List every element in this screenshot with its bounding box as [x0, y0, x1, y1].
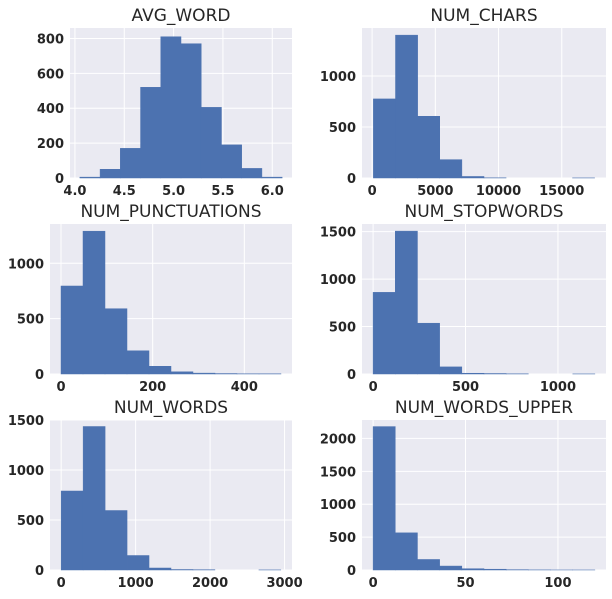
- histogram-bar: [417, 116, 441, 179]
- panel-title: NUM_WORDS: [114, 398, 228, 418]
- y-tick-label: 0: [35, 564, 44, 579]
- y-tick-label: 1000: [8, 464, 44, 479]
- x-tick-label: 500: [452, 380, 479, 395]
- histogram-bar: [417, 322, 440, 375]
- histogram-bar: [461, 176, 485, 179]
- x-tick-label: 10000: [476, 184, 521, 199]
- histogram-bar: [395, 532, 418, 571]
- histogram-bar: [373, 98, 396, 179]
- y-tick-label: 200: [37, 137, 64, 152]
- x-tick-label: 50: [456, 576, 474, 591]
- x-tick-label: 3000: [266, 576, 302, 591]
- histogram-bar: [439, 565, 463, 571]
- y-tick-label: 500: [329, 531, 356, 546]
- x-tick-label: 5000: [417, 184, 453, 199]
- x-tick-label: 6.0: [261, 184, 284, 199]
- y-tick-label: 1500: [320, 465, 356, 480]
- x-tick-label: 0: [368, 184, 377, 199]
- x-tick-label: 1000: [118, 576, 154, 591]
- y-tick-label: 500: [17, 313, 44, 328]
- histogram-bar: [160, 36, 182, 179]
- histogram-bar: [180, 43, 202, 179]
- histogram-bar: [82, 426, 106, 571]
- y-tick-label: 1000: [8, 257, 44, 272]
- histogram-bar: [261, 176, 283, 179]
- y-tick-label: 1000: [320, 70, 356, 85]
- histogram-bar: [461, 372, 485, 375]
- histogram-bar: [192, 372, 216, 375]
- histogram-bar: [140, 87, 162, 179]
- x-tick-label: 200: [139, 380, 166, 395]
- histogram-bar: [395, 230, 418, 375]
- histogram-bar: [461, 568, 485, 571]
- y-tick-label: 1500: [320, 226, 356, 241]
- histogram-panel: NUM_STOPWORDS 0 500 1000 0 500 1000 1500: [320, 202, 606, 395]
- histogram-bar: [417, 559, 440, 571]
- histogram-bar: [439, 366, 463, 375]
- y-tick-label: 500: [329, 121, 356, 136]
- x-tick-label: 0: [369, 380, 378, 395]
- histogram-bar: [79, 176, 101, 179]
- x-tick-label: 0: [57, 576, 66, 591]
- histogram-bar: [483, 568, 507, 571]
- panel-title: NUM_STOPWORDS: [404, 202, 563, 222]
- histogram-bar: [148, 366, 172, 375]
- histogram-bar: [200, 107, 222, 179]
- y-tick-label: 600: [37, 67, 64, 82]
- histogram-bar: [99, 169, 121, 179]
- x-tick-label: 5.0: [162, 184, 185, 199]
- y-tick-label: 0: [347, 172, 356, 187]
- x-tick-label: 4.5: [113, 184, 136, 199]
- y-tick-label: 1000: [320, 273, 356, 288]
- histogram-bar: [82, 230, 106, 375]
- histogram-panel: NUM_CHARS 0 5000 10000 15000 0 500 1000: [320, 6, 606, 199]
- x-tick-label: 100: [544, 576, 571, 591]
- y-tick-label: 800: [37, 32, 64, 47]
- histogram-bar: [120, 148, 141, 179]
- histogram-bar: [372, 292, 396, 375]
- histogram-bar: [104, 308, 128, 375]
- y-tick-label: 500: [329, 321, 356, 336]
- histogram-bar: [372, 426, 396, 571]
- y-tick-label: 1500: [8, 414, 44, 429]
- panel-title: AVG_WORD: [132, 6, 231, 26]
- histogram-bar: [60, 490, 84, 571]
- histogram-bar: [439, 159, 463, 179]
- histogram-bar: [148, 567, 172, 571]
- histogram-bar: [126, 555, 150, 571]
- y-tick-label: 2000: [320, 432, 356, 447]
- y-tick-label: 0: [35, 368, 44, 383]
- histogram-bar: [104, 510, 128, 571]
- histogram-bar: [170, 371, 194, 375]
- y-tick-label: 1000: [320, 498, 356, 513]
- y-tick-label: 0: [55, 172, 64, 187]
- x-tick-label: 0: [369, 576, 378, 591]
- x-tick-label: 1000: [540, 380, 576, 395]
- histogram-bar: [60, 285, 84, 375]
- x-tick-label: 5.5: [211, 184, 234, 199]
- histogram-bar: [126, 350, 150, 375]
- histogram-panel: AVG_WORD 4.0 4.5 5.0 5.5 6.0 0 200 400 600 800: [37, 6, 292, 199]
- x-tick-label: 2000: [192, 576, 228, 591]
- x-tick-label: 4.0: [63, 184, 86, 199]
- x-tick-label: 15000: [539, 184, 584, 199]
- panel-title: NUM_CHARS: [430, 6, 537, 26]
- panel-title: NUM_PUNCTUATIONS: [80, 202, 261, 222]
- histogram-panel: NUM_WORDS 0 1000 2000 3000 0 500 1000 1500: [8, 398, 303, 591]
- histogram-panel: NUM_PUNCTUATIONS 0 200 400 0 500 1000: [8, 202, 292, 395]
- x-tick-label: 0: [56, 380, 65, 395]
- y-tick-label: 500: [17, 514, 44, 529]
- x-tick-label: 400: [231, 380, 258, 395]
- y-tick-label: 400: [37, 102, 64, 117]
- y-tick-label: 0: [347, 564, 356, 579]
- panel-title: NUM_WORDS_UPPER: [395, 398, 573, 418]
- histogram-bar: [241, 168, 263, 179]
- histogram-bar: [221, 144, 242, 179]
- histogram-bar: [395, 34, 418, 179]
- y-tick-label: 0: [347, 368, 356, 383]
- histogram-bar: [170, 569, 194, 571]
